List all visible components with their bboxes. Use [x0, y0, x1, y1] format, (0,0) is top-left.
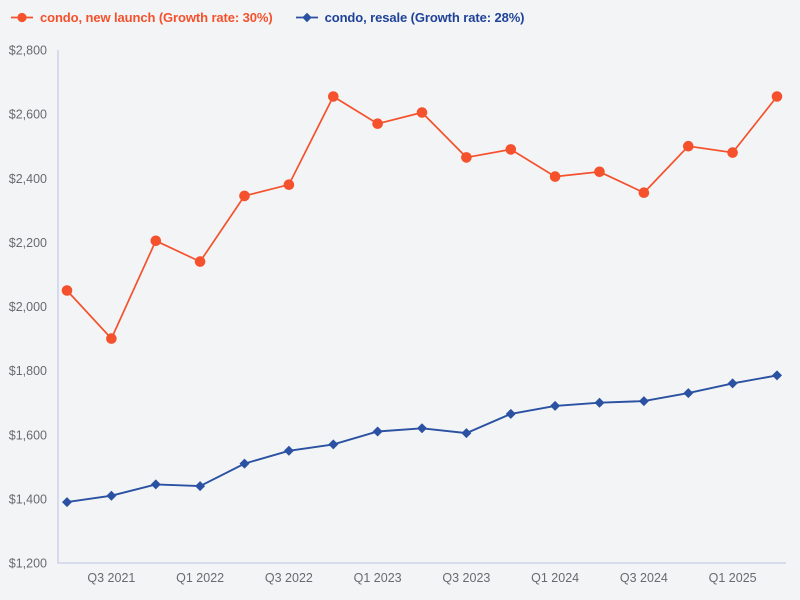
series-new-launch: [61, 91, 783, 344]
data-point-marker[interactable]: [683, 140, 694, 152]
data-point-marker[interactable]: [772, 370, 782, 381]
x-axis-tick-label: Q1 2025: [709, 571, 757, 585]
data-point-marker[interactable]: [372, 118, 383, 129]
data-point-marker[interactable]: [328, 91, 339, 102]
circle-series-marker-icon: [11, 12, 33, 23]
x-axis-tick-label: Q1 2024: [531, 571, 579, 585]
x-axis-tick-label: Q3 2024: [620, 571, 668, 585]
series-line: [66, 95, 778, 341]
data-point-marker[interactable]: [106, 333, 117, 344]
data-point-marker[interactable]: [150, 479, 161, 490]
legend-label-condo-new-launch: condo, new launch (Growth rate: 30%): [40, 10, 273, 25]
data-point-marker[interactable]: [416, 107, 428, 118]
data-point-marker[interactable]: [194, 256, 206, 267]
data-point-marker[interactable]: [549, 171, 561, 182]
data-point-marker[interactable]: [461, 152, 472, 163]
data-point-marker[interactable]: [727, 378, 738, 389]
x-axis-tick-label: Q1 2023: [354, 571, 402, 585]
data-point-marker[interactable]: [239, 458, 250, 469]
series-line: [66, 374, 778, 504]
data-point-marker[interactable]: [550, 400, 561, 411]
data-point-marker[interactable]: [771, 91, 783, 102]
legend-label-condo-resale: condo, resale (Growth rate: 28%): [324, 10, 525, 25]
data-point-marker[interactable]: [727, 147, 738, 158]
y-axis-tick-label: $1,400: [9, 492, 47, 506]
data-point-marker[interactable]: [417, 423, 427, 434]
data-point-marker[interactable]: [195, 481, 206, 492]
data-point-marker[interactable]: [683, 388, 694, 399]
data-point-marker[interactable]: [638, 396, 649, 407]
x-axis-tick-label: Q3 2023: [442, 571, 490, 585]
chart-legend: condo, new launch (Growth rate: 30%) con…: [10, 10, 524, 25]
y-axis-tick-label: $2,600: [9, 108, 47, 122]
x-axis-tick-label: Q3 2021: [87, 571, 135, 585]
y-axis-tick-label: $2,200: [9, 236, 47, 250]
data-point-marker[interactable]: [594, 397, 605, 408]
data-point-marker[interactable]: [61, 285, 73, 296]
data-point-marker[interactable]: [461, 428, 472, 439]
data-point-marker[interactable]: [594, 166, 605, 178]
diamond-series-marker-icon: [295, 12, 318, 23]
y-axis-tick-label: $1,600: [9, 428, 47, 442]
data-point-marker[interactable]: [328, 439, 339, 450]
data-point-marker[interactable]: [372, 426, 383, 437]
data-point-marker[interactable]: [283, 179, 295, 190]
axis-lines: [57, 50, 786, 564]
data-point-marker[interactable]: [62, 497, 72, 508]
data-point-marker[interactable]: [239, 190, 250, 202]
data-point-marker[interactable]: [638, 187, 650, 198]
x-axis-tick-label: Q3 2022: [265, 571, 313, 585]
y-axis-tick-label: $2,400: [9, 172, 47, 186]
data-point-marker[interactable]: [505, 408, 516, 419]
y-axis-tick-label: $2,000: [9, 300, 47, 314]
legend-item-condo-new-launch[interactable]: condo, new launch (Growth rate: 30%): [10, 10, 273, 25]
series-resale: [62, 370, 782, 508]
data-point-marker[interactable]: [283, 445, 294, 456]
x-axis-tick-label: Q1 2022: [176, 571, 224, 585]
y-axis-tick-label: $1,800: [9, 364, 47, 378]
y-axis-tick-label: $1,200: [9, 557, 47, 571]
legend-item-condo-resale[interactable]: condo, resale (Growth rate: 28%): [295, 10, 525, 25]
y-axis-tick-label: $2,800: [9, 44, 47, 58]
data-point-marker[interactable]: [505, 144, 517, 155]
data-point-marker[interactable]: [106, 490, 117, 501]
data-point-marker[interactable]: [150, 235, 162, 247]
